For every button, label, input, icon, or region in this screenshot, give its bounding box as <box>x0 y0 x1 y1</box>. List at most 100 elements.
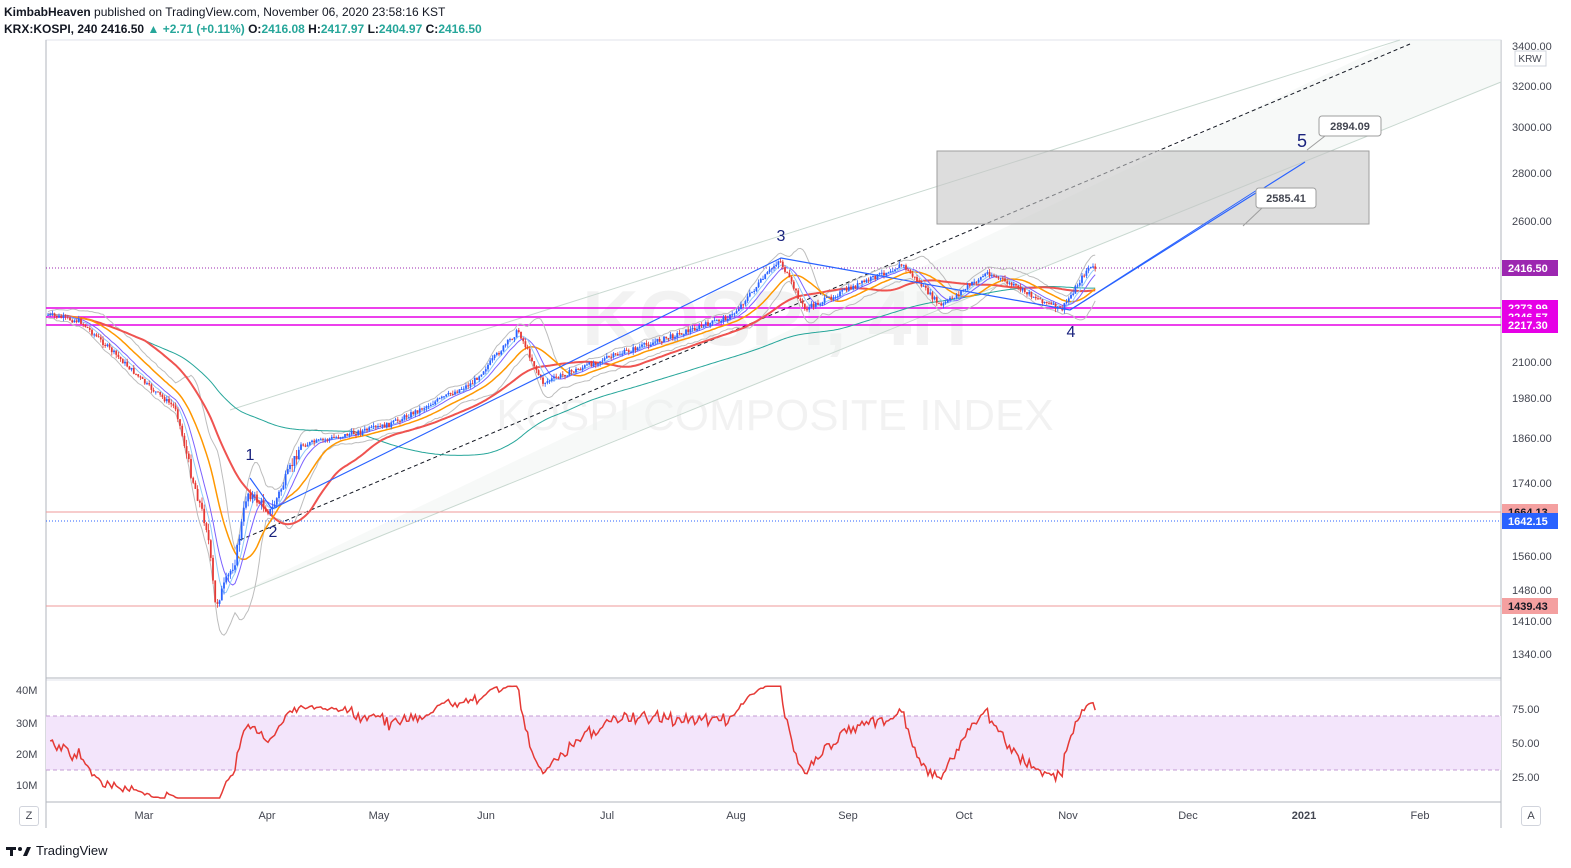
candle-body <box>273 504 276 507</box>
trend-channel-fill <box>230 40 1501 597</box>
candle-body <box>986 272 989 274</box>
candle-body <box>163 397 166 402</box>
candle-body <box>656 338 659 342</box>
target-callout-upper[interactable] <box>1318 115 1382 137</box>
candle-body <box>559 374 562 378</box>
candle-body <box>960 291 962 295</box>
candle-body <box>493 354 496 359</box>
candle-body <box>203 508 206 524</box>
price-axis[interactable]: 3400.00 3200.00 3000.00 2800.00 2600.00 … <box>1512 41 1552 661</box>
candle-body <box>49 314 52 316</box>
candle-body <box>126 361 129 367</box>
rsi-tick: 75.00 <box>1512 704 1540 716</box>
candle-body <box>284 473 287 486</box>
symbol-name[interactable]: KRX:KOSPI, 240 <box>4 22 98 36</box>
candle-body <box>674 337 676 339</box>
candle-body <box>869 276 872 281</box>
candle-body <box>755 287 758 291</box>
time-tick: Jul <box>600 810 614 822</box>
candle-body <box>1026 292 1028 295</box>
elliott-wave-path[interactable] <box>249 161 1306 510</box>
candle-body <box>405 415 408 418</box>
candle-body <box>139 376 142 378</box>
candle-body <box>240 521 243 539</box>
zoom-button[interactable]: Z <box>19 806 39 826</box>
candle-body <box>542 377 544 384</box>
candle-body <box>775 264 778 267</box>
price-tag-box[interactable] <box>1502 598 1558 614</box>
candle-body <box>1012 284 1015 286</box>
candle-body <box>535 366 538 371</box>
candle-body <box>836 296 839 298</box>
last-price: 2416.50 <box>100 22 145 36</box>
high-label: H: <box>308 22 321 36</box>
candle-body <box>729 314 731 320</box>
channel-upper-line[interactable] <box>229 39 1401 411</box>
candle-body <box>660 341 663 343</box>
candle-body <box>487 364 489 370</box>
candle-body <box>854 285 857 289</box>
rsi-line[interactable] <box>49 685 1096 799</box>
time-tick: Oct <box>955 810 972 822</box>
candle-body <box>1043 301 1046 304</box>
candle-body <box>242 507 245 522</box>
alt-wave-5[interactable] <box>1069 189 1258 311</box>
volume-tick: 30M <box>16 718 37 730</box>
target-callout-lower[interactable] <box>1255 187 1317 209</box>
candle-body <box>1030 292 1033 298</box>
price-tag-box[interactable] <box>1502 513 1558 529</box>
price-tag-box[interactable] <box>1502 260 1558 276</box>
candle-body <box>707 322 709 326</box>
candle-body <box>533 361 536 367</box>
candle-body <box>973 281 976 283</box>
callout-pointer-lower <box>1242 207 1263 227</box>
time-axis[interactable]: Mar Apr May Jun Jul Aug Sep Oct Nov Dec … <box>135 810 1430 822</box>
candle-body <box>872 275 874 277</box>
channel-median-dashed[interactable] <box>239 43 1411 541</box>
candle-body <box>883 272 885 276</box>
auto-scale-button[interactable]: A <box>1521 806 1541 826</box>
candle-body <box>621 353 624 355</box>
candle-body <box>97 336 100 338</box>
rsi-tick: 50.00 <box>1512 738 1540 750</box>
close-value: 2416.50 <box>438 22 482 36</box>
candle-body <box>898 264 901 269</box>
price-tick: 1410.00 <box>1512 616 1552 628</box>
candle-body <box>583 365 586 368</box>
ma-long <box>47 286 1096 456</box>
candle-body <box>1094 266 1097 269</box>
price-tick: 3200.00 <box>1512 81 1552 93</box>
candle-body <box>179 419 181 426</box>
candle-body <box>264 508 267 512</box>
price-tick: 2100.00 <box>1512 357 1552 369</box>
candle-body <box>1019 286 1022 291</box>
candle-body <box>137 374 140 377</box>
candle-body <box>632 347 635 352</box>
candle-body <box>1001 278 1004 280</box>
candle-body <box>821 302 824 304</box>
candle-body <box>608 356 610 358</box>
candle-body <box>671 334 674 339</box>
candle-body <box>434 401 437 405</box>
candle-body <box>471 383 474 385</box>
footer-brand[interactable]: TradingView <box>6 843 108 858</box>
candle-body <box>636 347 639 351</box>
candle-body <box>982 275 984 278</box>
candle-body <box>572 371 575 373</box>
wave-5-label: 5 <box>1297 131 1307 151</box>
candle-body <box>874 275 877 280</box>
price-tag-box[interactable] <box>1502 317 1558 333</box>
candle-body <box>93 334 96 336</box>
candle-body <box>702 324 705 327</box>
candle-body <box>500 351 503 355</box>
candle-body <box>425 406 428 409</box>
currency-badge[interactable] <box>1514 50 1547 67</box>
author-name[interactable]: KimbabHeaven <box>4 5 91 19</box>
candle-body <box>515 330 518 338</box>
candle-body <box>997 276 1000 279</box>
candle-body <box>141 377 144 379</box>
candle-body <box>920 282 923 287</box>
candle-body <box>808 307 811 310</box>
candle-body <box>91 329 93 335</box>
